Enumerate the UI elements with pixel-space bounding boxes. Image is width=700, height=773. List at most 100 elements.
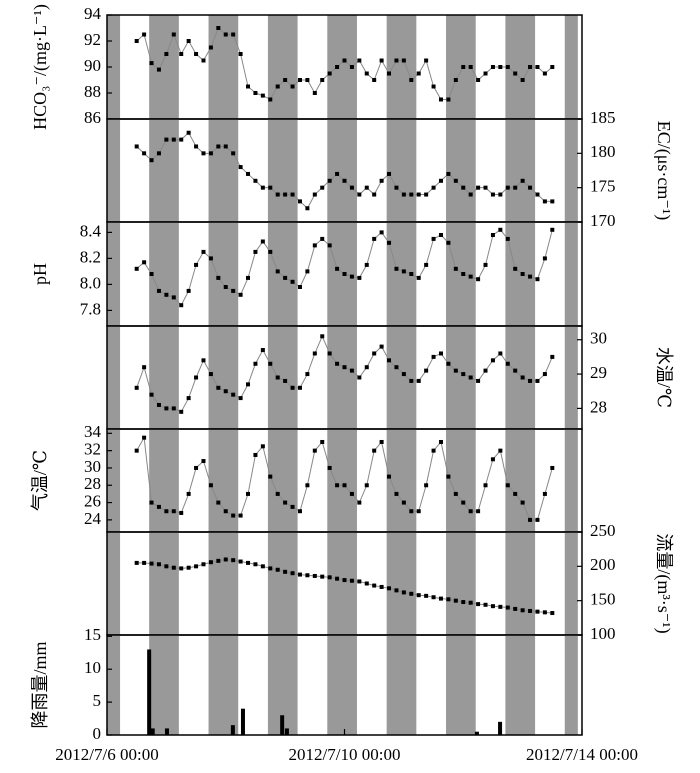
marker <box>468 65 473 69</box>
night-band <box>208 222 239 326</box>
night-band <box>208 635 239 735</box>
marker <box>253 249 258 254</box>
y-tick-label: 150 <box>590 590 616 609</box>
marker <box>483 368 488 373</box>
marker <box>364 483 369 488</box>
marker <box>231 32 236 37</box>
marker <box>550 199 555 204</box>
marker <box>186 491 191 496</box>
night-band <box>505 429 536 532</box>
marker <box>446 361 451 366</box>
marker <box>194 144 199 149</box>
marker <box>231 288 236 293</box>
marker <box>453 368 458 373</box>
y-tick-label: 180 <box>590 142 616 161</box>
marker <box>246 171 251 176</box>
y-tick-label: 0 <box>93 724 102 743</box>
y-axis-label: HCO₃⁻/(mg·L⁻¹) <box>30 4 51 130</box>
y-tick-label: 29 <box>590 363 607 382</box>
y-tick-label: 24 <box>84 509 102 528</box>
bar <box>150 728 155 735</box>
marker <box>216 144 221 149</box>
y-axis-label: EC/(μs·cm⁻¹) <box>653 121 674 221</box>
night-band <box>564 15 578 119</box>
marker <box>275 84 280 89</box>
y-axis-label: 水温/℃ <box>654 347 674 408</box>
marker <box>409 591 414 596</box>
marker <box>342 272 347 276</box>
night-band <box>107 326 121 429</box>
marker <box>275 375 280 380</box>
marker <box>483 483 488 488</box>
marker <box>164 52 169 56</box>
marker <box>283 569 288 574</box>
marker <box>238 559 243 564</box>
marker <box>194 465 199 470</box>
marker <box>156 402 161 407</box>
marker <box>327 465 332 470</box>
marker <box>490 604 495 609</box>
marker <box>535 65 540 69</box>
marker <box>171 509 176 514</box>
marker <box>387 586 392 591</box>
night-band <box>267 222 298 326</box>
bar <box>280 715 285 735</box>
marker <box>320 574 325 579</box>
marker <box>483 262 488 267</box>
marker <box>335 361 340 366</box>
marker <box>275 491 280 496</box>
marker <box>364 581 369 586</box>
marker <box>372 583 377 588</box>
marker <box>312 351 317 356</box>
marker <box>476 78 481 82</box>
night-band <box>564 326 578 429</box>
marker <box>461 185 466 190</box>
bar <box>240 708 245 735</box>
night-band <box>505 222 536 326</box>
marker <box>149 392 154 397</box>
marker <box>238 513 243 518</box>
marker <box>528 65 533 69</box>
marker <box>416 593 421 598</box>
marker <box>201 151 206 156</box>
marker <box>223 32 228 37</box>
marker <box>216 500 221 505</box>
y-axis-label: 气温/℃ <box>30 450 50 511</box>
marker <box>297 199 302 204</box>
marker <box>357 375 362 380</box>
y-tick-label: 92 <box>84 30 101 49</box>
marker <box>134 266 139 271</box>
marker <box>468 509 473 514</box>
y-tick-label: 15 <box>84 625 101 644</box>
marker <box>550 227 555 232</box>
marker <box>327 575 332 580</box>
night-band <box>446 119 476 222</box>
marker <box>327 71 332 76</box>
marker <box>201 358 206 363</box>
marker <box>186 39 191 43</box>
marker <box>438 351 443 356</box>
marker <box>149 500 154 505</box>
marker <box>164 292 169 297</box>
marker <box>401 500 406 505</box>
marker <box>268 361 273 366</box>
marker <box>453 598 458 603</box>
marker <box>409 509 414 514</box>
marker <box>305 206 310 211</box>
night-band <box>149 222 179 326</box>
marker <box>297 285 302 289</box>
y-tick-label: 32 <box>84 440 101 459</box>
marker <box>208 45 213 50</box>
y-tick-label: 30 <box>590 329 607 348</box>
marker <box>208 256 213 261</box>
marker <box>297 509 302 514</box>
marker <box>349 368 354 373</box>
marker <box>431 84 436 89</box>
marker <box>438 178 443 183</box>
night-band <box>208 326 239 429</box>
marker <box>335 65 340 69</box>
marker <box>438 233 443 237</box>
marker <box>231 151 236 156</box>
night-band <box>564 429 578 532</box>
y-tick-label: 28 <box>84 474 101 493</box>
